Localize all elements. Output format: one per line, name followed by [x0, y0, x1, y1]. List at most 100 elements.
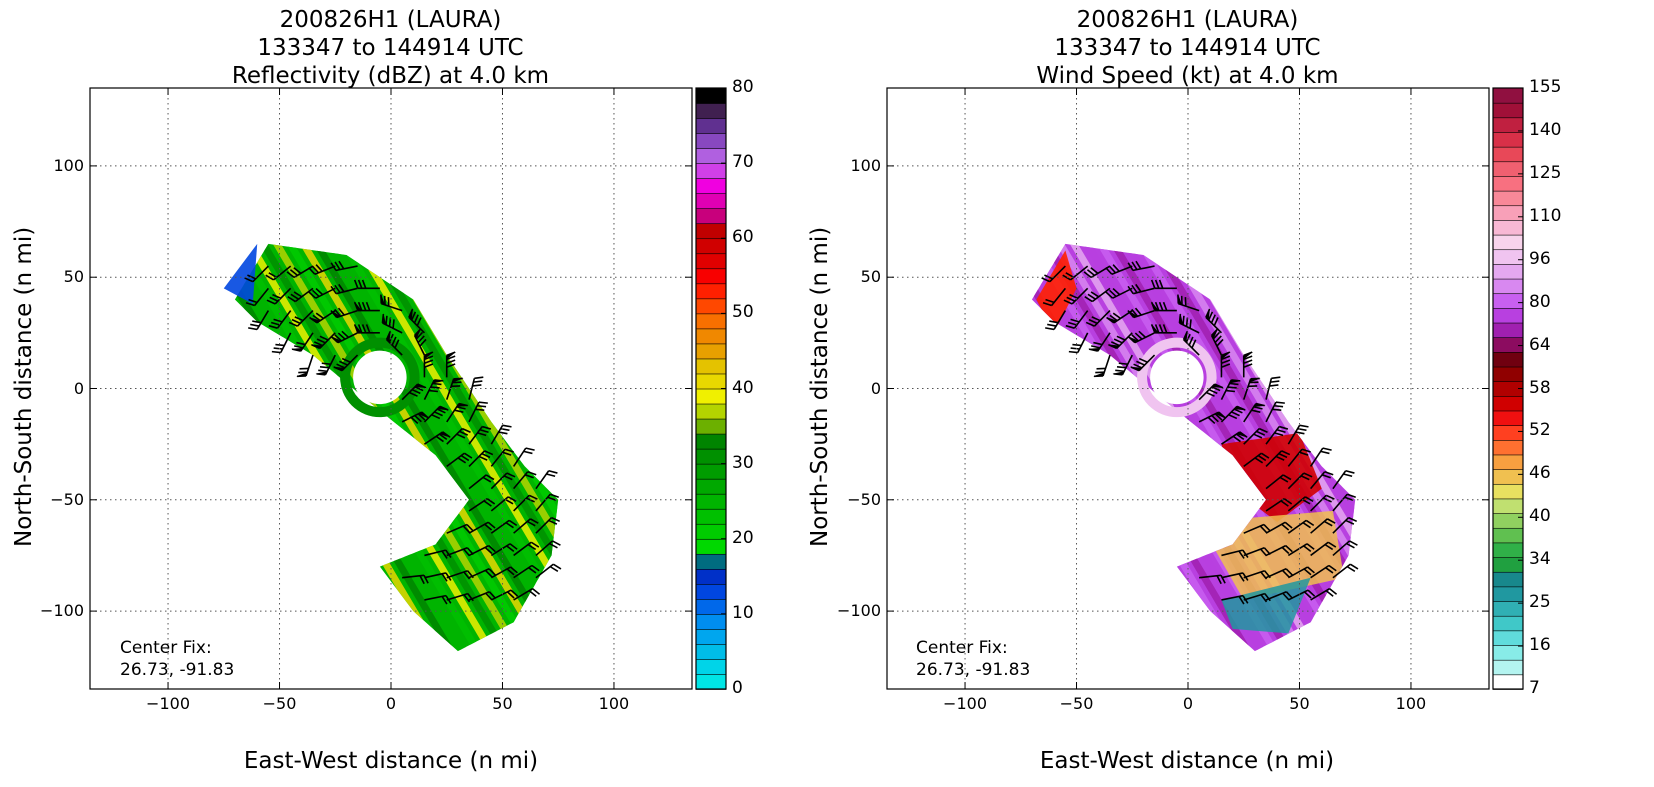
colorbar-swatch [1492, 219, 1524, 236]
barb-feather [252, 320, 262, 324]
barb-feather [1045, 327, 1055, 331]
barb-feather [266, 299, 276, 305]
barb-feather [1275, 401, 1285, 404]
barb-feather [431, 414, 441, 420]
barb-feather [1110, 341, 1120, 347]
barb-feather [308, 291, 317, 299]
colorbar-swatch [1492, 659, 1524, 676]
barb-feather [1105, 267, 1113, 275]
colorbar-swatch [695, 628, 727, 645]
grid [887, 88, 1489, 689]
colorbar-swatch [1492, 395, 1524, 412]
colorbar-swatch [695, 343, 727, 360]
barb-feather [549, 565, 559, 572]
barb-feather [502, 451, 512, 456]
colorbar-swatch [1492, 234, 1524, 251]
barb-feather [1269, 384, 1279, 387]
barb-feather [436, 408, 446, 414]
barb-feather [1274, 404, 1284, 408]
barb-feather [247, 274, 256, 280]
barb-pennant [310, 344, 323, 349]
barb-feather [478, 401, 488, 404]
barb-feather [1049, 320, 1059, 324]
barb-feather [1282, 592, 1290, 601]
y-axis-label: North-South distance (n mi) [807, 226, 833, 547]
barb-feather [1345, 469, 1355, 474]
barb-feather [411, 388, 421, 395]
barb-feather [1306, 543, 1315, 550]
barb-feather [1127, 285, 1134, 295]
barb-feather [528, 590, 537, 597]
colorbar-swatch [1492, 468, 1524, 485]
colorbar-swatch [695, 298, 727, 315]
barb-feather [510, 589, 519, 597]
colorbar-swatch [695, 418, 727, 435]
colorbar-swatch [1492, 263, 1524, 280]
barb-feather [548, 519, 558, 525]
barb-feather [1088, 348, 1098, 352]
barb-feather [484, 546, 493, 555]
barb-feather [1260, 548, 1268, 557]
barb-feather [1327, 541, 1337, 548]
colorbar-tick-label: 96 [1529, 248, 1551, 269]
wind-low-region [1221, 577, 1311, 634]
barb-pennant [414, 384, 427, 389]
colorbar-swatch [695, 237, 727, 255]
barb-feather [269, 296, 279, 302]
y-tick-label: 100 [53, 155, 84, 175]
grid [90, 88, 692, 689]
barb-feather [1243, 359, 1253, 365]
barb-feather [1131, 261, 1138, 271]
colorbar-swatch [695, 583, 727, 600]
barb-feather [1281, 546, 1290, 555]
y-tick-label: 100 [850, 155, 881, 175]
barb-feather [1251, 409, 1261, 413]
barb-feather [1091, 316, 1101, 322]
barb-feather [1279, 425, 1289, 430]
barb-feather [1239, 431, 1248, 438]
x-tick-label: 50 [1289, 694, 1310, 713]
barb-feather [353, 279, 359, 289]
colorbar-tick-label: 60 [732, 227, 754, 248]
barb-feather [1299, 424, 1309, 428]
barb-feather [291, 318, 301, 325]
barb-feather [485, 592, 493, 601]
barb-feather [1324, 543, 1334, 551]
barb-pennant [291, 347, 303, 352]
barb-feather [460, 454, 470, 462]
colorbar-swatch [695, 267, 727, 285]
y-axis-label: North-South distance (n mi) [11, 226, 37, 547]
barb-feather [1207, 416, 1216, 425]
colorbar-swatch [1492, 366, 1524, 382]
barb-feather [341, 330, 350, 338]
barb-feather [313, 341, 323, 347]
barb-feather [1133, 363, 1143, 369]
barb-feather [482, 476, 492, 483]
barb-feather [1158, 324, 1164, 334]
barb-feather [424, 363, 434, 368]
barb-pennant [330, 309, 341, 318]
barb-feather [445, 549, 452, 558]
colorbar-swatch [1492, 175, 1524, 192]
barb-feather [315, 287, 324, 296]
barb-feather [1108, 265, 1117, 274]
x-tick-label: −50 [1059, 694, 1094, 713]
colorbar-tick-label: 30 [732, 452, 754, 473]
barb-feather [1042, 301, 1052, 307]
colorbar-tick-label: 10 [732, 602, 754, 623]
barb-feather [547, 496, 557, 502]
barb-feather [1304, 496, 1314, 502]
barb-feather [419, 575, 425, 585]
barb-feather [1116, 365, 1127, 369]
barb-pennant [1236, 431, 1248, 438]
barb-feather [456, 406, 466, 410]
barb-feather [423, 574, 429, 584]
barb-feather [1301, 448, 1311, 453]
barb-feather [528, 567, 537, 574]
barb-feather [1285, 591, 1294, 599]
colorbar-swatch [1492, 351, 1524, 368]
colorbar-swatch [1492, 292, 1524, 309]
barb-feather [504, 448, 514, 453]
barb-feather [479, 428, 489, 433]
colorbar-swatch [695, 177, 727, 194]
